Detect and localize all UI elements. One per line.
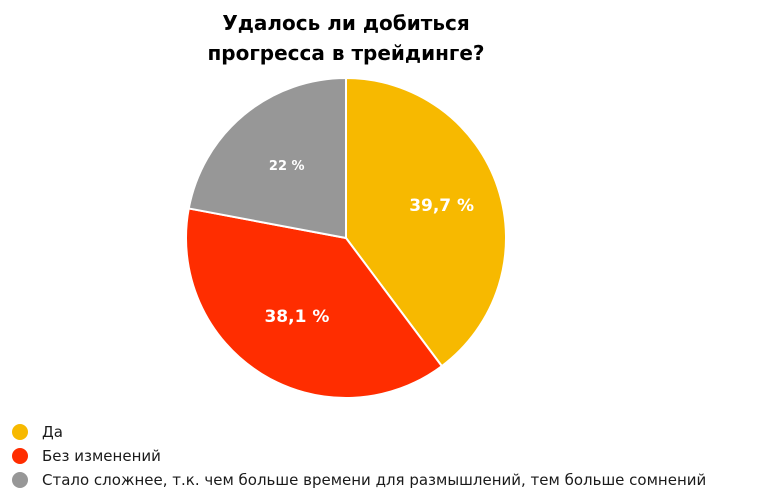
data-label-no-change: 38,1 % bbox=[264, 307, 329, 327]
legend-item-yes: Да bbox=[12, 420, 757, 444]
pie-chart: 39,7 % 38,1 % 22 % bbox=[185, 77, 507, 399]
legend-label-harder: Стало сложнее, т.к. чем больше времени д… bbox=[42, 471, 707, 489]
data-label-harder: 22 % bbox=[269, 159, 305, 174]
chart-title-line-1: Удалось ли добиться bbox=[222, 11, 470, 35]
legend-swatch-yes bbox=[12, 424, 28, 440]
pie-slices bbox=[185, 77, 507, 399]
legend-label-yes: Да bbox=[42, 423, 63, 441]
chart-title: Удалось ли добиться прогресса в трейдинг… bbox=[0, 8, 692, 68]
legend-swatch-no-change bbox=[12, 448, 28, 464]
data-label-yes: 39,7 % bbox=[409, 196, 474, 216]
pie-slice-harder bbox=[187, 77, 347, 239]
legend-swatch-harder bbox=[12, 472, 28, 488]
legend-item-harder: Стало сложнее, т.к. чем больше времени д… bbox=[12, 468, 757, 492]
legend-label-no-change: Без изменений bbox=[42, 447, 161, 465]
pie-slice-yes bbox=[345, 77, 507, 368]
legend-item-no-change: Без изменений bbox=[12, 444, 757, 468]
chart-legend: Да Без изменений Стало сложнее, т.к. чем… bbox=[12, 420, 757, 492]
pie-slice-no-change bbox=[185, 207, 443, 399]
chart-title-line-2: прогресса в трейдинге? bbox=[207, 41, 485, 65]
pie-data-labels: 39,7 % 38,1 % 22 % bbox=[264, 159, 474, 327]
